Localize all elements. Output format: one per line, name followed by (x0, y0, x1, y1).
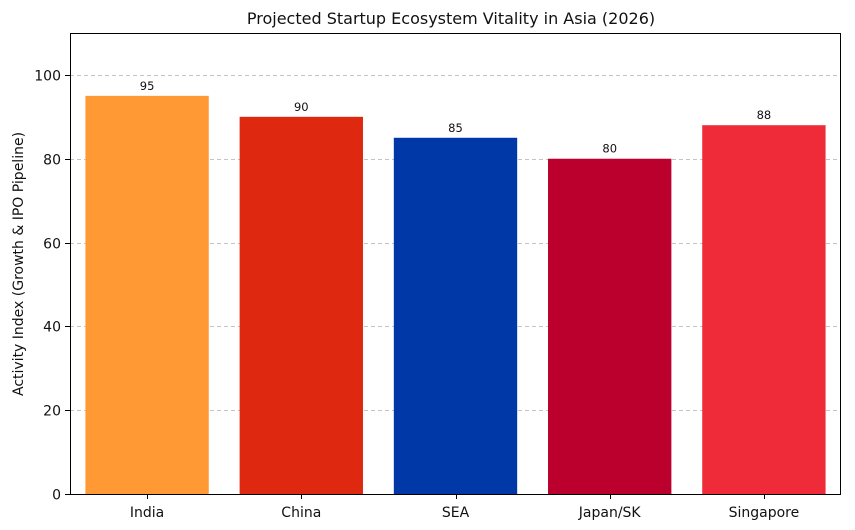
bar (548, 158, 672, 494)
bar (393, 137, 518, 495)
data-labels: 95 90 85 80 88 (140, 79, 771, 156)
x-tick-label: India (130, 505, 164, 521)
bars (85, 95, 826, 495)
bar-value-label: 88 (757, 108, 772, 122)
bar (702, 125, 826, 494)
bar-value-label: 90 (294, 100, 309, 114)
bar (239, 116, 363, 495)
bar-value-label: 85 (448, 121, 463, 135)
chart-title: Projected Startup Ecosystem Vitality in … (247, 9, 655, 28)
plot-frame (70, 33, 841, 495)
y-tick-label: 40 (43, 320, 61, 336)
y-axis-label: Activity Index (Growth & IPO Pipeline) (11, 132, 27, 396)
x-axis: India China SEA Japan/SK Singapore (130, 494, 799, 521)
x-tick-label: China (281, 505, 321, 521)
y-tick-label: 0 (52, 488, 61, 504)
bar (85, 95, 209, 494)
x-tick-label: Singapore (729, 505, 800, 521)
y-tick-label: 100 (34, 69, 61, 85)
x-tick-label: SEA (442, 505, 470, 521)
y-tick-label: 80 (43, 153, 61, 169)
y-axis: 0 20 40 60 80 100 (34, 69, 70, 504)
bar-value-label: 95 (140, 79, 155, 93)
x-tick-label: Japan/SK (578, 505, 642, 521)
y-tick-label: 60 (43, 237, 61, 253)
y-tick-label: 20 (43, 404, 61, 420)
bar-value-label: 80 (602, 142, 617, 156)
